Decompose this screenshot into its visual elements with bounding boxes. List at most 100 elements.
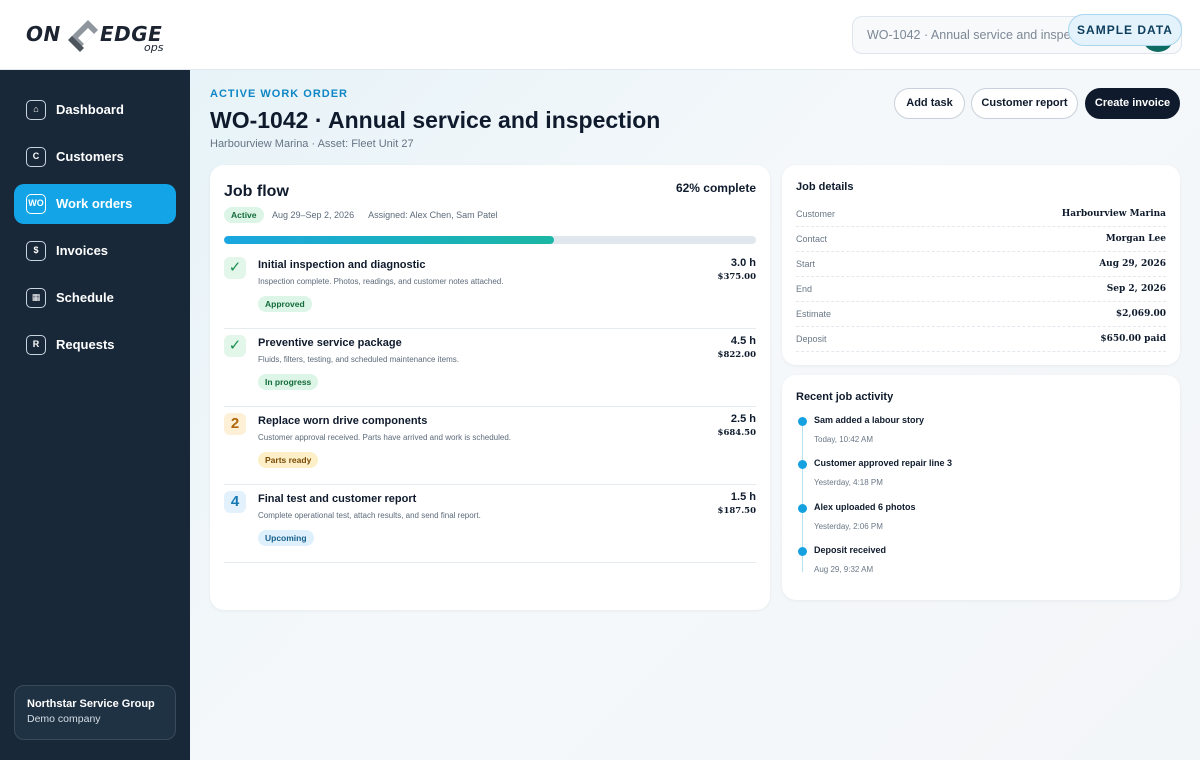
job-assignees: Assigned: Alex Chen, Sam Patel: [368, 210, 498, 220]
dollar-icon: $: [26, 241, 46, 261]
sidebar-item-schedule[interactable]: ▦ Schedule: [14, 278, 176, 318]
activity-item: Alex uploaded 6 photos Yesterday, 2:06 P…: [796, 502, 1166, 542]
task-description: Complete operational test, attach result…: [258, 511, 481, 520]
sidebar-item-label: Dashboard: [56, 102, 124, 117]
task-title: Preventive service package: [258, 337, 402, 349]
app-logo[interactable]: ON EDGE ops: [26, 14, 176, 58]
activity-title: Sam added a labour story: [814, 415, 925, 425]
activity-title: Deposit received: [814, 545, 887, 555]
sidebar-item-label: Requests: [56, 337, 115, 352]
page-title: WO-1042 · Annual service and inspection: [210, 107, 661, 133]
detail-row: End Sep 2, 2026: [796, 277, 1166, 302]
customer-report-button[interactable]: Customer report: [971, 88, 1078, 119]
sidebar-item-requests[interactable]: R Requests: [14, 325, 176, 365]
detail-label: Contact: [796, 234, 828, 244]
step-number-icon: 2: [224, 413, 246, 435]
company-name: Northstar Service Group: [27, 698, 155, 710]
requests-icon: R: [26, 335, 46, 355]
detail-value: $2,069.00: [1115, 309, 1166, 319]
timeline-dot-icon: [798, 504, 807, 513]
completion-percent: 62% complete: [675, 181, 756, 195]
task-description: Customer approval received. Parts have a…: [258, 433, 512, 442]
detail-row: Customer Harbourview Marina: [796, 202, 1166, 227]
sidebar-item-work-orders[interactable]: WO Work orders: [14, 184, 176, 224]
detail-value: Morgan Lee: [1105, 234, 1166, 244]
detail-value: Sep 2, 2026: [1106, 284, 1166, 294]
page-subtitle: Harbourview Marina · Asset: Fleet Unit 2…: [210, 138, 414, 150]
task-description: Inspection complete. Photos, readings, a…: [258, 277, 504, 286]
add-task-button[interactable]: Add task: [894, 88, 965, 119]
progress-bar: [224, 236, 756, 244]
sidebar-item-customers[interactable]: C Customers: [14, 137, 176, 177]
company-switcher[interactable]: Northstar Service Group Demo company: [14, 685, 176, 740]
sample-data-badge: SAMPLE DATA: [1068, 14, 1182, 46]
task-row[interactable]: 4 Final test and customer report Complet…: [224, 485, 756, 563]
activity-title: Alex uploaded 6 photos: [814, 502, 916, 512]
sidebar-item-label: Customers: [56, 149, 124, 164]
timeline-dot-icon: [798, 417, 807, 426]
task-row[interactable]: ✓ Preventive service package Fluids, fil…: [224, 329, 756, 407]
task-title: Final test and customer report: [258, 493, 417, 505]
sidebar-item-label: Schedule: [56, 290, 114, 305]
sidebar-item-dashboard[interactable]: ⌂ Dashboard: [14, 90, 176, 130]
job-meta: Aug 29–Sep 2, 2026 Assigned: Alex Chen, …: [272, 210, 510, 220]
detail-label: Estimate: [796, 309, 832, 319]
job-details-card: Job details Customer Harbourview Marina …: [782, 165, 1180, 365]
task-hours: 1.5 h: [730, 491, 756, 503]
activity-time: Aug 29, 9:32 AM: [814, 565, 874, 574]
detail-row: Estimate $2,069.00: [796, 302, 1166, 327]
task-hours: 3.0 h: [730, 257, 756, 269]
recent-activity-title: Recent job activity: [796, 391, 894, 403]
task-hours: 2.5 h: [730, 413, 756, 425]
task-cost: $375.00: [717, 272, 756, 282]
logo-text-on: ON: [26, 22, 61, 46]
task-row[interactable]: 2 Replace worn drive components Customer…: [224, 407, 756, 485]
sidebar-item-label: Work orders: [56, 196, 133, 211]
timeline-line: [802, 420, 803, 572]
main-content: ACTIVE WORK ORDER WO-1042 · Annual servi…: [190, 70, 1200, 760]
job-dates: Aug 29–Sep 2, 2026: [272, 210, 355, 220]
top-bar: ON EDGE ops WO-1042 · Annual service and…: [0, 0, 1200, 70]
detail-value: $650.00 paid: [1100, 334, 1166, 344]
detail-row: Deposit $650.00 paid: [796, 327, 1166, 352]
job-flow-card: Job flow 62% complete Active Aug 29–Sep …: [210, 165, 770, 610]
detail-label: Deposit: [796, 334, 827, 344]
activity-item: Sam added a labour story Today, 10:42 AM: [796, 415, 1166, 455]
job-details-title: Job details: [796, 181, 854, 193]
task-status-badge: Approved: [258, 296, 312, 312]
task-status-badge: In progress: [258, 374, 319, 390]
job-flow-title: Job flow: [224, 183, 289, 200]
page-eyebrow: ACTIVE WORK ORDER: [210, 88, 348, 100]
check-icon: ✓: [224, 257, 246, 279]
home-icon: ⌂: [26, 100, 46, 120]
step-number-icon: 4: [224, 491, 246, 513]
company-subtitle: Demo company: [27, 713, 101, 725]
sidebar-item-invoices[interactable]: $ Invoices: [14, 231, 176, 271]
task-row[interactable]: ✓ Initial inspection and diagnostic Insp…: [224, 251, 756, 329]
activity-time: Yesterday, 4:18 PM: [814, 478, 883, 487]
task-cost: $822.00: [717, 350, 756, 360]
task-description: Fluids, filters, testing, and scheduled …: [258, 355, 459, 364]
activity-item: Deposit received Aug 29, 9:32 AM: [796, 545, 1166, 585]
task-title: Replace worn drive components: [258, 415, 428, 427]
task-cost: $187.50: [717, 506, 756, 516]
activity-time: Yesterday, 2:06 PM: [814, 522, 883, 531]
detail-row: Contact Morgan Lee: [796, 227, 1166, 252]
sidebar-item-label: Invoices: [56, 243, 109, 258]
activity-item: Customer approved repair line 3 Yesterda…: [796, 458, 1166, 498]
task-status-badge: Parts ready: [258, 452, 319, 468]
status-badge: Active: [224, 207, 264, 223]
detail-label: Customer: [796, 209, 836, 219]
calendar-icon: ▦: [26, 288, 46, 308]
timeline-dot-icon: [798, 547, 807, 556]
activity-title: Customer approved repair line 3: [814, 458, 953, 468]
progress-bar-fill: [224, 236, 554, 244]
recent-activity-card: Recent job activity Sam added a labour s…: [782, 375, 1180, 600]
create-invoice-button[interactable]: Create invoice: [1085, 88, 1180, 119]
work-orders-icon: WO: [26, 194, 46, 214]
activity-time: Today, 10:42 AM: [814, 435, 873, 444]
sidebar: ⌂ Dashboard C Customers WO Work orders $…: [0, 70, 190, 760]
task-cost: $684.50: [717, 428, 756, 438]
task-hours: 4.5 h: [730, 335, 756, 347]
logo-mark-icon: [68, 20, 98, 52]
